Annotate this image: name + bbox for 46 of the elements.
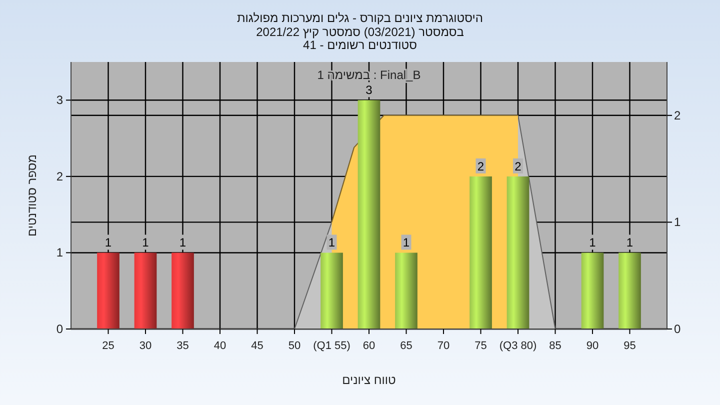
x-tick-label: 85 bbox=[549, 340, 562, 352]
x-tick-label: (Q1 55) bbox=[313, 340, 350, 352]
x-tick-label: 50 bbox=[288, 340, 301, 352]
y2-tick-label: 1 bbox=[674, 215, 681, 230]
x-tick-label: 25 bbox=[102, 340, 114, 352]
bar bbox=[172, 252, 194, 329]
bar bbox=[581, 252, 604, 329]
data-label: 2 bbox=[477, 159, 484, 174]
y-tick-label: 3 bbox=[56, 93, 64, 108]
bar bbox=[506, 176, 530, 329]
y-tick-label: 2 bbox=[56, 169, 64, 184]
data-label: 3 bbox=[366, 83, 373, 98]
bar bbox=[134, 252, 157, 329]
data-label: 1 bbox=[402, 236, 410, 250]
bar bbox=[395, 252, 418, 329]
x-tick-label: 75 bbox=[474, 340, 487, 352]
x-tick-label: 95 bbox=[624, 340, 636, 352]
data-label: 1 bbox=[179, 236, 186, 250]
x-tick-label: 90 bbox=[586, 340, 599, 352]
x-tick-label: (Q3 80) bbox=[499, 340, 537, 352]
bar bbox=[358, 100, 380, 329]
x-tick-label: 60 bbox=[362, 340, 376, 352]
x-tick-label: 65 bbox=[400, 340, 412, 352]
x-tick-label: 40 bbox=[214, 340, 226, 352]
x-tick-label: 45 bbox=[251, 340, 264, 352]
data-label: 2 bbox=[514, 159, 522, 174]
x-axis-title: טווח ציונים bbox=[342, 373, 396, 387]
x-tick-label: 35 bbox=[176, 340, 189, 352]
y2-tick-label: 2 bbox=[674, 108, 681, 122]
bar bbox=[618, 252, 641, 329]
data-label: 1 bbox=[626, 236, 634, 250]
data-label: 1 bbox=[142, 236, 150, 250]
data-label: 1 bbox=[328, 236, 336, 250]
bar bbox=[97, 252, 120, 329]
bar bbox=[470, 176, 492, 329]
y-tick-label: 1 bbox=[56, 246, 64, 260]
bar bbox=[320, 252, 343, 329]
y-axis-title: מספר סטודנטים bbox=[25, 154, 39, 237]
x-tick-label: 30 bbox=[139, 340, 152, 352]
y2-tick-label: 0 bbox=[674, 322, 681, 336]
chart-title: היסטוגרמת ציונים בקורס - גלים ומערכות מפולגות bbox=[237, 11, 483, 25]
data-label: 1 bbox=[589, 236, 596, 250]
y-tick-label: 0 bbox=[56, 322, 64, 336]
chart-subtitle: בסמסטר (03/2021) סמסטר קיץ 2021/22 סטודנטים רשומים - 41 bbox=[256, 25, 464, 52]
data-label: 1 bbox=[104, 236, 112, 250]
x-tick-label: 70 bbox=[437, 340, 450, 352]
